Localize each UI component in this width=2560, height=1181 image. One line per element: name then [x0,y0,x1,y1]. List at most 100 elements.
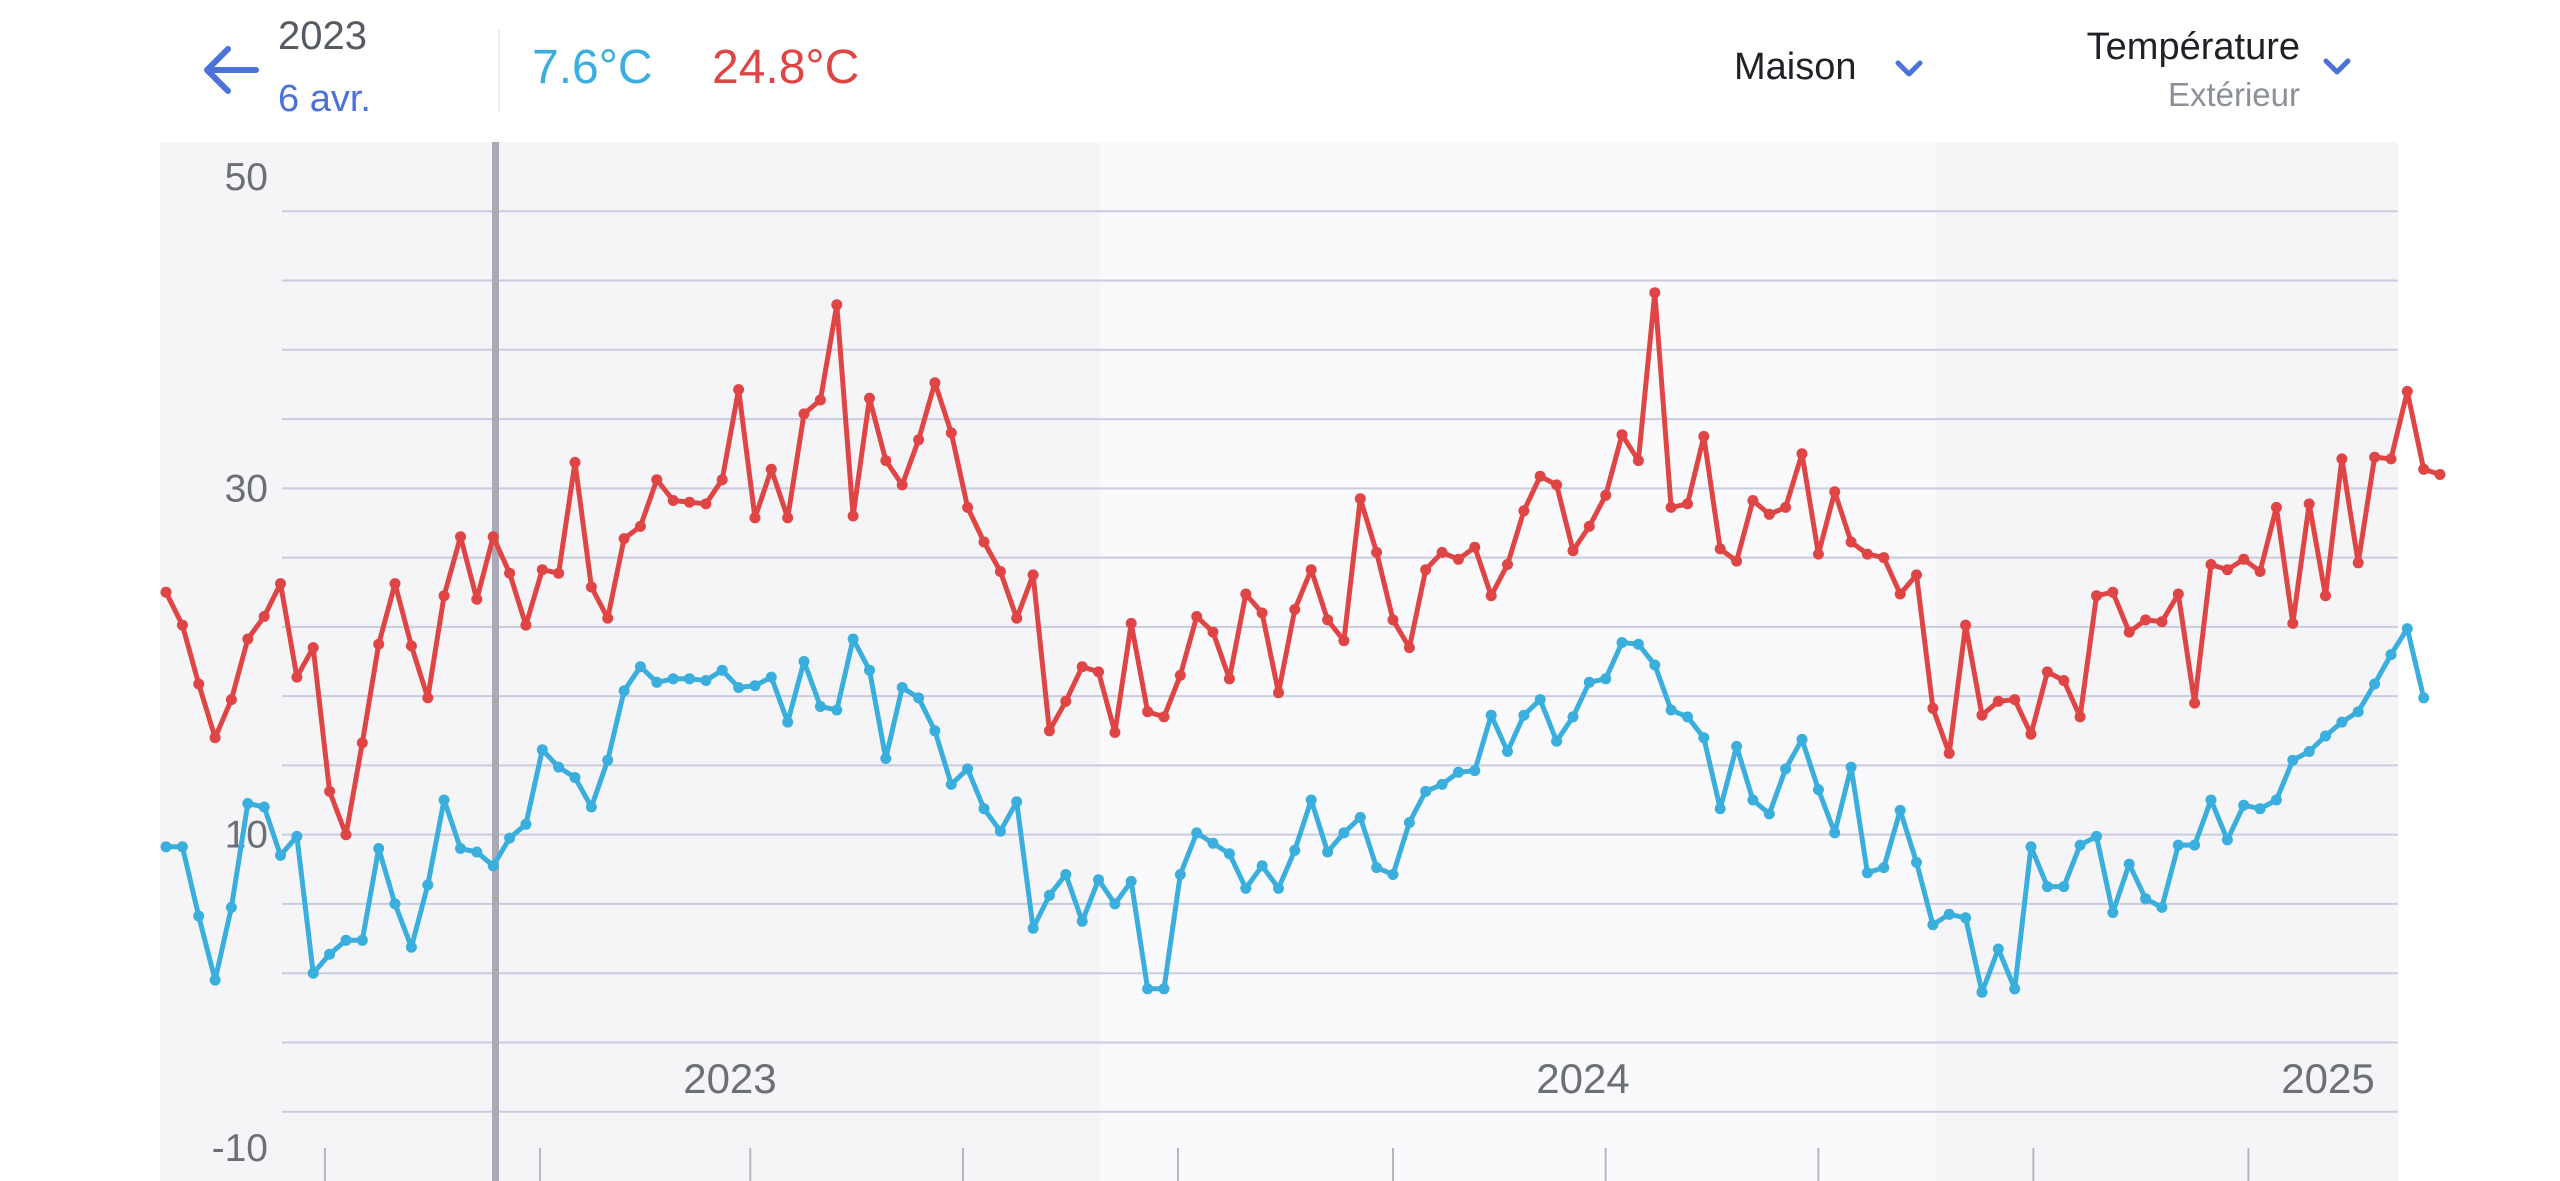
data-point [2205,794,2217,806]
data-point [1567,711,1579,723]
y-tick-label: 50 [225,156,268,199]
data-point [2270,794,2282,806]
data-point [2320,590,2331,602]
data-point [1763,508,1775,520]
data-point [1322,846,1334,858]
data-point [1387,614,1399,626]
data-point [864,664,875,676]
chevron-down-icon [2323,58,2351,75]
data-point [782,512,794,524]
data-point [929,377,941,389]
data-point [896,682,908,693]
data-point [176,841,188,853]
data-point [275,578,286,590]
data-point [291,830,303,842]
data-point [1109,898,1121,910]
data-point [2091,590,2102,602]
data-point [1305,794,1317,806]
data-point [1714,803,1726,815]
data-point [1043,889,1055,901]
data-point [1027,569,1039,581]
metric-selector[interactable]: Température Extérieur [2060,22,2380,118]
data-point [1174,669,1186,681]
data-point [536,564,548,576]
data-point [634,661,646,673]
data-point [814,394,826,406]
data-point [1927,702,1939,714]
data-point [471,593,483,605]
data-point [1174,869,1186,880]
data-point [2009,983,2021,995]
data-point [847,510,859,522]
data-point [2385,453,2397,465]
chart-period-band [1100,142,1936,1181]
data-point [2320,730,2331,742]
selection-cursor[interactable] [492,142,499,1181]
data-point [2074,711,2086,723]
max-temperature-value: 24.8°C [712,41,860,94]
x-tick-label: 2023 [683,1055,776,1102]
data-point [700,498,712,510]
data-point [2041,666,2053,678]
data-point [716,474,728,486]
data-point [1894,804,1906,816]
data-point [798,656,810,667]
data-point [258,801,270,813]
data-point [291,671,303,683]
data-point [733,384,745,396]
data-point [2254,566,2266,577]
location-selector[interactable]: Maison [1734,46,1923,96]
data-point [618,533,630,545]
series-line [160,623,2430,998]
data-point [1763,808,1775,820]
data-point [1305,564,1317,576]
data-point [765,671,777,683]
data-point [1518,505,1530,517]
data-point [1273,687,1284,699]
data-point [1502,746,1513,757]
data-point [1338,827,1350,839]
data-point [1861,548,1873,560]
data-point [160,841,172,853]
data-point [1403,642,1415,654]
data-point [2058,881,2070,893]
data-point [847,633,859,645]
data-point [1420,564,1432,576]
data-point [1240,588,1252,600]
data-point [602,612,614,624]
data-point [1796,733,1808,745]
data-point [2189,839,2201,851]
data-point [2107,586,2119,598]
data-point [225,901,237,913]
data-point [2041,881,2053,893]
data-point [962,763,974,775]
data-point [373,843,385,854]
arrow-left-icon [204,46,259,94]
back-button[interactable] [196,40,266,100]
data-point [667,673,679,685]
data-point [553,761,565,773]
data-point [356,737,368,749]
data-point [1502,559,1513,570]
data-point [1878,552,1890,564]
data-point [193,910,205,922]
data-point [471,846,483,858]
data-point [1698,732,1710,744]
data-point [2287,754,2299,766]
data-point [324,948,336,960]
y-tick-label: -10 [212,1127,268,1170]
data-point [356,934,368,946]
data-point [1632,638,1644,650]
data-point [1354,811,1366,823]
data-point [1649,287,1661,299]
data-point [1812,548,1824,560]
data-point [2303,498,2315,510]
data-point [1632,455,1644,467]
x-tick-label: 2025 [2281,1055,2374,1102]
data-point [225,694,237,706]
data-point [2123,858,2135,870]
data-point [733,682,745,693]
data-point [1747,495,1759,506]
data-point [1142,706,1154,718]
